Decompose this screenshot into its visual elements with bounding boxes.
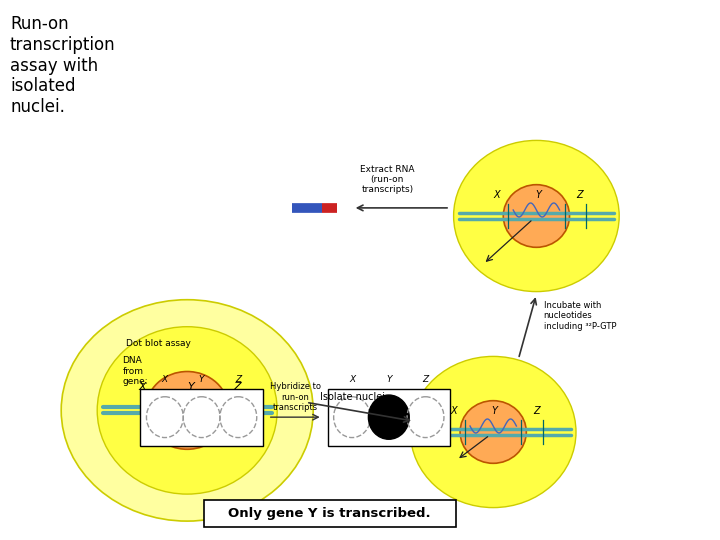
Text: X: X xyxy=(493,190,500,200)
Text: Y: Y xyxy=(535,190,541,200)
Text: Z: Z xyxy=(235,375,241,384)
Text: Z: Z xyxy=(576,190,582,200)
Text: Z: Z xyxy=(533,406,539,416)
Text: Y: Y xyxy=(492,406,498,416)
Ellipse shape xyxy=(460,401,526,463)
Text: Y: Y xyxy=(199,375,204,384)
Ellipse shape xyxy=(145,372,229,449)
Ellipse shape xyxy=(454,140,619,292)
Text: Z: Z xyxy=(423,375,428,384)
Text: Incubate with
nucleotides
including ³²P-GTP: Incubate with nucleotides including ³²P-… xyxy=(544,301,616,331)
Text: Run-on
transcription
assay with
isolated
nuclei.: Run-on transcription assay with isolated… xyxy=(10,15,116,116)
Text: Y: Y xyxy=(187,382,194,393)
Bar xyxy=(328,389,450,446)
Text: Z: Z xyxy=(233,382,240,393)
Bar xyxy=(204,500,456,526)
Ellipse shape xyxy=(369,395,409,439)
Ellipse shape xyxy=(61,300,313,521)
Text: DNA
from
gene:: DNA from gene: xyxy=(122,356,148,386)
Text: Dot blot assay: Dot blot assay xyxy=(126,339,191,348)
Text: Only gene Y is transcribed.: Only gene Y is transcribed. xyxy=(228,507,431,519)
Bar xyxy=(140,389,263,446)
Text: X: X xyxy=(450,406,456,416)
Text: X: X xyxy=(138,382,146,393)
Ellipse shape xyxy=(503,185,570,247)
Text: Extract RNA
(run-on
transcripts): Extract RNA (run-on transcripts) xyxy=(360,165,415,194)
Ellipse shape xyxy=(97,327,277,494)
Text: X: X xyxy=(349,375,355,384)
Text: X: X xyxy=(162,375,168,384)
Text: Isolate nuclei: Isolate nuclei xyxy=(320,392,385,402)
Text: Y: Y xyxy=(386,375,392,384)
Text: Hybridize to
run-on
transcripts: Hybridize to run-on transcripts xyxy=(270,382,320,412)
Ellipse shape xyxy=(410,356,576,508)
